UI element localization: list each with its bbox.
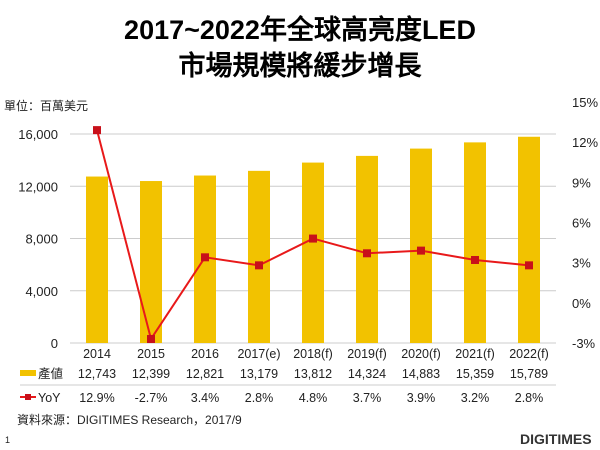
table-cell: 15,789 [510,367,548,381]
y-left-tick-label: 8,000 [25,232,58,247]
table-cell: 15,359 [456,367,494,381]
table-cell: 4.8% [299,391,328,405]
yoy-marker [309,234,317,243]
table-cell: 14,883 [402,367,440,381]
x-tick-label: 2016 [191,347,219,361]
yoy-marker [525,261,533,270]
x-tick-label: 2020(f) [401,347,441,361]
y-right-tick-label: 3% [572,256,591,271]
bar [464,142,486,343]
table-cell: 2.8% [515,391,544,405]
bar [86,176,108,343]
yoy-marker [147,334,155,343]
unit-label: 單位：百萬美元 [4,99,89,113]
bar [248,170,270,343]
y-right-tick-label: 9% [572,175,591,190]
table-cell: 3.4% [191,391,220,405]
bar [410,148,432,343]
y-right-tick-label: 0% [572,296,591,311]
table-cell: 12.9% [79,391,114,405]
x-tick-label: 2014 [83,347,111,361]
table-cell: 13,179 [240,367,278,381]
yoy-marker [471,255,479,264]
legend-label: YoY [38,391,61,405]
yoy-marker [201,253,209,262]
y-left-tick-label: 16,000 [18,127,58,142]
x-tick-label: 2019(f) [347,347,387,361]
legend-label: 產値 [38,366,63,381]
title-line-1: 2017~2022年全球高亮度LED [124,15,476,45]
y-left-tick-label: 12,000 [18,179,58,194]
table-cell: 3.9% [407,391,436,405]
x-tick-label: 2018(f) [293,347,333,361]
table-cell: 14,324 [348,367,386,381]
y-left-tick-label: 4,000 [25,284,58,299]
y-right-tick-label: 6% [572,216,591,231]
source-note: 資料來源：DIGITIMES Research，2017/9 [17,413,242,427]
table-cell: 3.2% [461,391,490,405]
table-cell: 13,812 [294,367,332,381]
x-tick-label: 2021(f) [455,347,495,361]
y-right-tick-label: -3% [572,336,596,351]
bar [302,162,324,343]
y-right-tick-label: 15% [572,95,598,110]
legend-bar-swatch [20,370,36,376]
x-tick-label: 2022(f) [509,347,549,361]
table-cell: 3.7% [353,391,382,405]
yoy-marker [363,249,371,258]
table-cell: -2.7% [135,391,168,405]
page-number: 1 [5,435,11,445]
bar [140,181,162,343]
title-line-2: 市場規模將緩步增長 [178,51,422,81]
x-tick-label: 2015 [137,347,165,361]
digitimes-logo: DIGITIMES [520,431,592,447]
table-cell: 2.8% [245,391,274,405]
y-left-tick-label: 0 [51,336,58,351]
yoy-marker [255,261,263,270]
y-right-tick-label: 12% [572,135,598,150]
x-tick-label: 2017(e) [237,347,280,361]
yoy-marker [93,126,101,135]
table-cell: 12,821 [186,367,224,381]
yoy-marker [417,246,425,255]
table-cell: 12,399 [132,367,170,381]
legend-marker-swatch [25,394,31,400]
bar [518,136,540,343]
table-cell: 12,743 [78,367,116,381]
